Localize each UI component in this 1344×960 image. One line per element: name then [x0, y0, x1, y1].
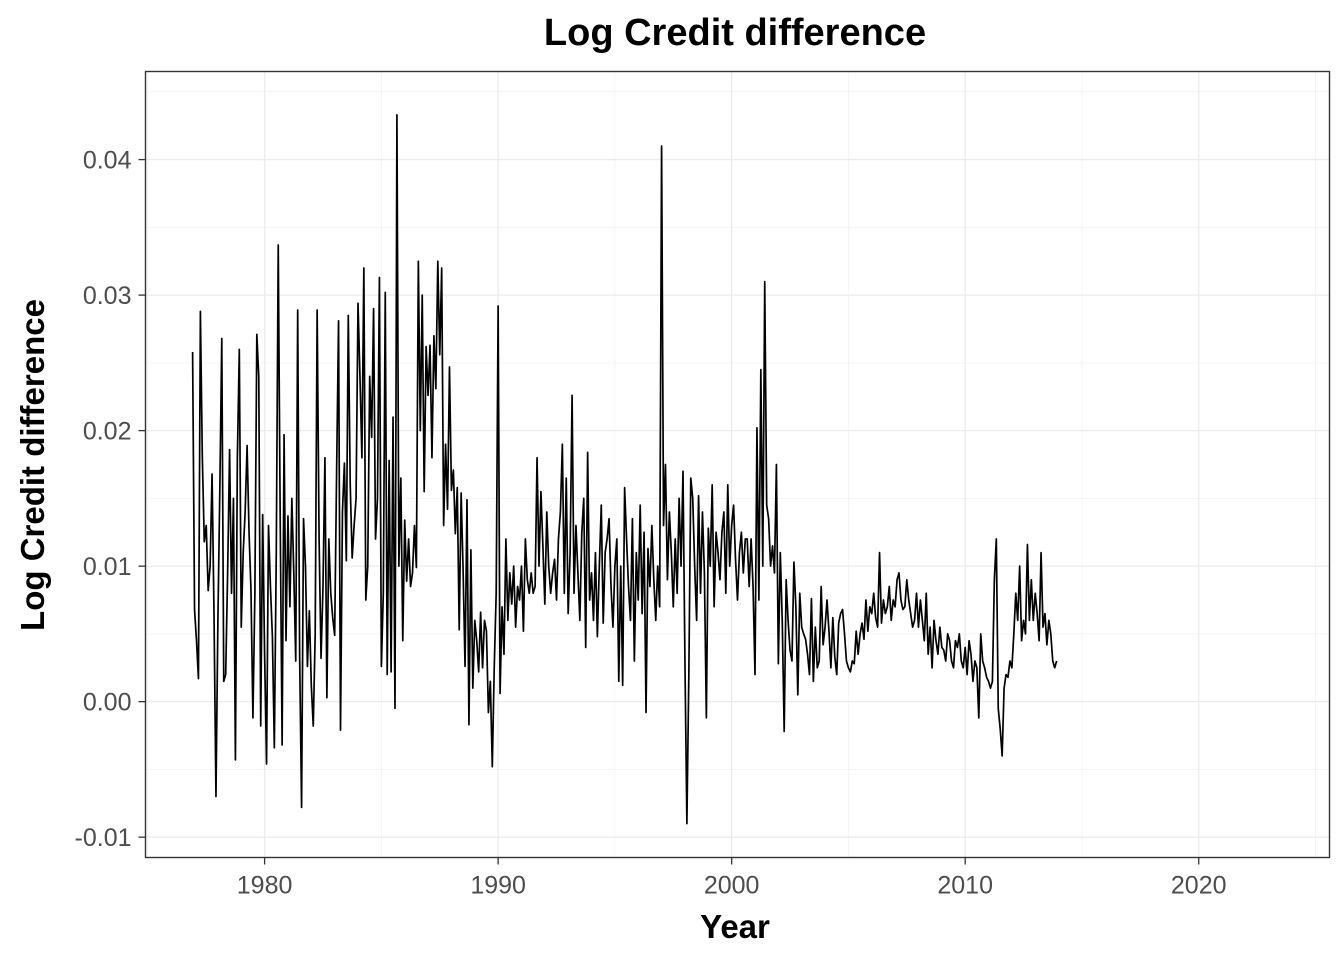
y-tick-label: 0.04 — [83, 147, 132, 175]
series-line — [191, 114, 1058, 825]
x-tick-label: 2000 — [704, 872, 760, 900]
x-tick-label: 2020 — [1171, 872, 1227, 900]
y-tick-label: 0.00 — [83, 689, 132, 717]
y-axis: -0.01 0.00 0.01 0.02 0.03 0.04 — [75, 147, 146, 852]
chart-title: Log Credit difference — [544, 12, 926, 54]
series-layer — [191, 114, 1058, 825]
x-axis-title: Year — [700, 908, 770, 945]
x-tick-label: 1980 — [237, 872, 293, 900]
plot-panel — [144, 70, 1331, 859]
y-tick-label: -0.01 — [75, 824, 132, 852]
y-tick-label: 0.02 — [83, 418, 132, 446]
x-axis: 1980 1990 2000 2010 2020 — [237, 857, 1227, 900]
x-tick-label: 1990 — [470, 872, 526, 900]
x-tick-label: 2010 — [937, 872, 993, 900]
y-tick-label: 0.01 — [83, 553, 132, 581]
y-tick-label: 0.03 — [83, 282, 132, 310]
grid-lines — [145, 71, 1330, 858]
y-axis-title: Log Credit difference — [14, 299, 51, 631]
